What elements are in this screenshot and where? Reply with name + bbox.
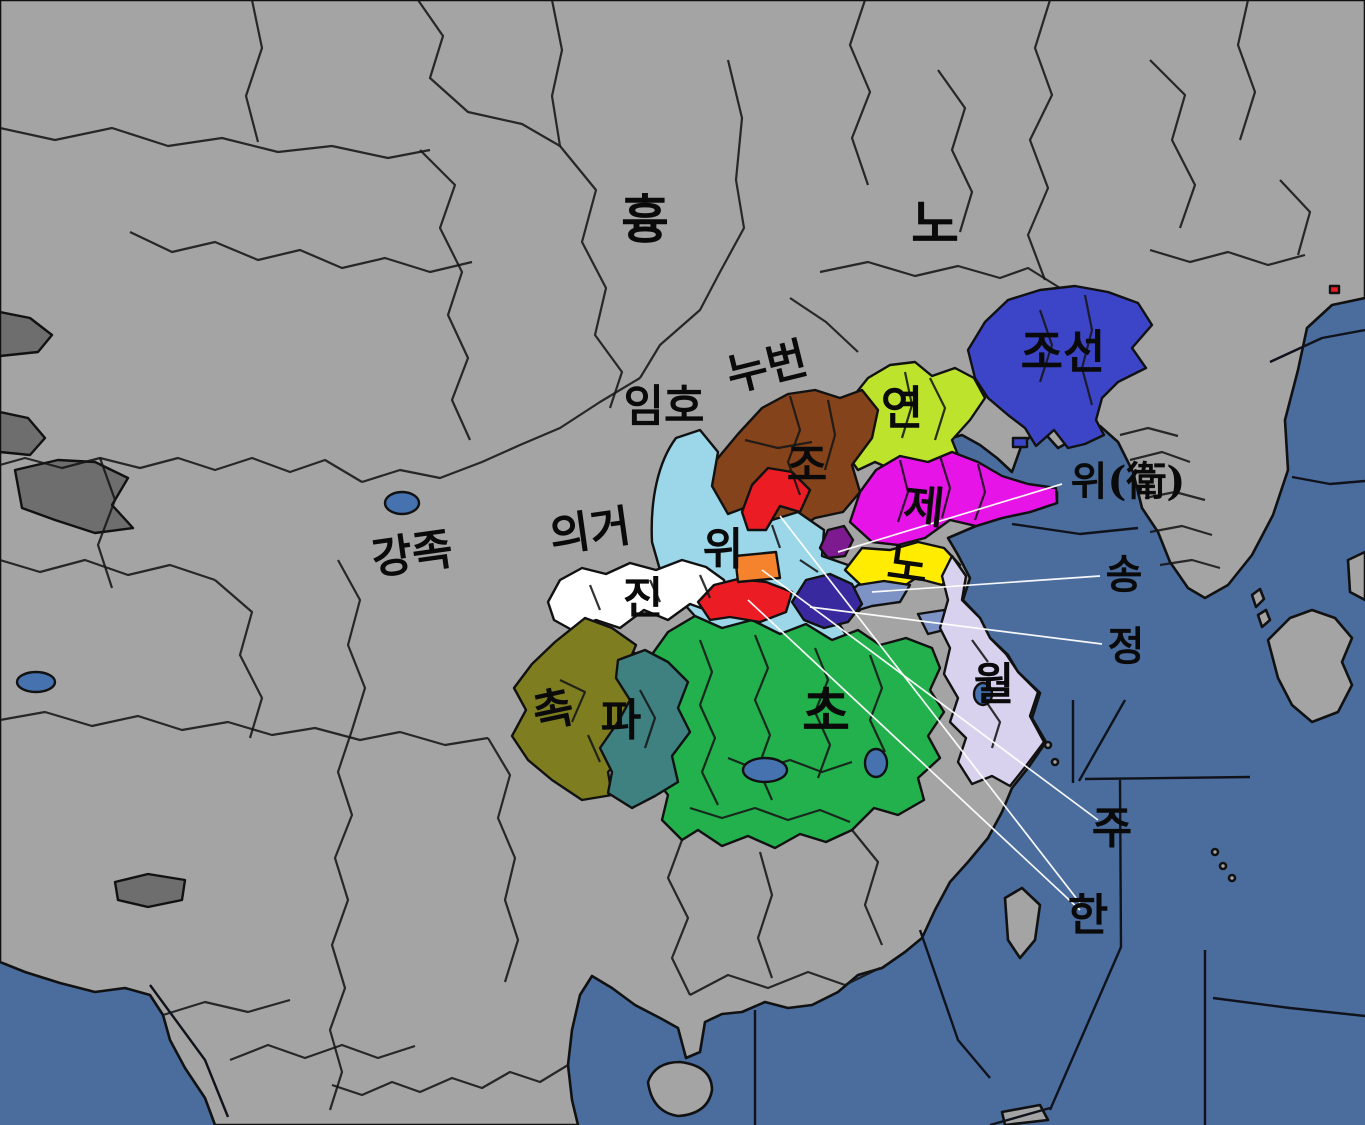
islet-red	[1328, 284, 1341, 295]
island-tsushima-2	[1256, 608, 1272, 629]
island-kyushu	[1266, 608, 1354, 724]
leader-line-han-north	[779, 515, 1081, 904]
label-yue: 월	[974, 659, 1014, 710]
lakes	[15, 490, 994, 784]
region-zheng	[790, 572, 864, 630]
region-ba	[598, 648, 692, 810]
region-yue	[938, 554, 1046, 788]
label-wey: 위(衛)	[1071, 458, 1186, 505]
region-qi	[848, 450, 1059, 547]
label-lu: 노	[884, 537, 931, 593]
island-taiwan	[1003, 886, 1042, 960]
label-han: 한	[1068, 890, 1108, 941]
islands	[646, 550, 1365, 1125]
island-hainan	[646, 1060, 714, 1118]
leader-line-zheng	[809, 606, 1103, 645]
label-xiongnu: 흉	[621, 190, 669, 251]
label-yiqu: 의거	[547, 501, 634, 563]
leader-line-zhou	[761, 569, 1099, 821]
label-zhou: 주	[1092, 803, 1132, 854]
sea-zone-borders	[149, 328, 1365, 1125]
label-qi: 제	[901, 480, 947, 535]
label-qiang: 강족	[369, 524, 456, 586]
label-joseon: 조선	[1021, 325, 1106, 379]
label-chu: 초	[802, 682, 850, 743]
province-borders	[0, 0, 1312, 1111]
label-ba: 파	[601, 695, 641, 746]
label-donghu: 노	[911, 194, 959, 255]
dark-provinces	[0, 310, 187, 909]
region-han-south	[696, 577, 794, 624]
states	[510, 284, 1341, 850]
island-tsushima	[1250, 587, 1266, 609]
label-wei: 위	[703, 524, 743, 575]
state-interior-borders	[559, 294, 1094, 824]
islet-joseon	[1011, 436, 1029, 449]
leader-line-han-south	[747, 599, 1081, 911]
label-linhu: 임호	[624, 381, 705, 432]
leader-line-wey	[837, 483, 1063, 553]
island-honshu-tip	[1346, 550, 1365, 602]
label-yan: 연	[881, 381, 923, 435]
label-qin: 진	[623, 573, 663, 624]
region-joseon	[966, 284, 1154, 450]
leader-line-song	[871, 575, 1101, 593]
region-han-north	[740, 466, 812, 532]
label-song: 송	[1106, 551, 1143, 598]
leader-lines	[747, 483, 1103, 911]
label-zheng: 정	[1108, 623, 1145, 670]
labels: 흉 노 조선 연 누번 임호 조 제 위(衛) 노 송 정 의거 위 강족 진 …	[369, 190, 1186, 941]
label-zhao: 조	[787, 440, 827, 491]
